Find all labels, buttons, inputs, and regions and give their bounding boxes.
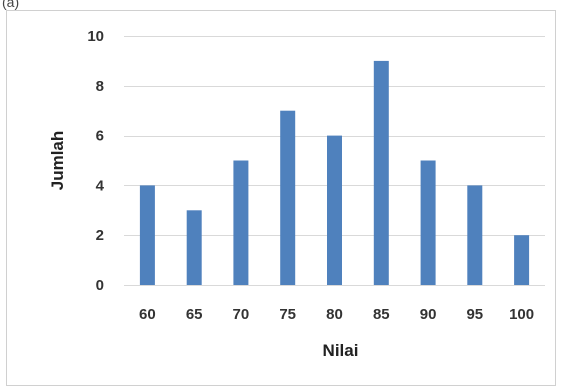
y-axis-title: Jumlah xyxy=(48,131,67,191)
x-tick-labels: 60 65 70 75 80 85 90 95 100 xyxy=(139,306,534,323)
x-tick-label: 65 xyxy=(186,306,203,323)
y-tick-label: 2 xyxy=(96,227,104,244)
x-tick-label: 85 xyxy=(373,306,390,323)
bar-100 xyxy=(514,235,530,285)
bar-90 xyxy=(420,160,436,285)
bars xyxy=(139,60,530,286)
x-tick-label: 80 xyxy=(326,306,343,323)
x-tick-label: 60 xyxy=(139,306,156,323)
bar-95 xyxy=(467,185,483,285)
y-tick-label: 8 xyxy=(96,78,104,95)
bar-70 xyxy=(233,160,249,285)
x-tick-label: 75 xyxy=(279,306,296,323)
y-tick-labels: 0 2 4 6 8 10 xyxy=(87,28,104,294)
y-tick-label: 0 xyxy=(96,277,104,294)
x-tick-label: 95 xyxy=(466,306,483,323)
bar-60 xyxy=(139,185,155,285)
bar-75 xyxy=(280,110,296,285)
bar-65 xyxy=(186,210,202,285)
x-tick-label: 70 xyxy=(233,306,250,323)
bar-80 xyxy=(327,135,342,285)
x-tick-label: 90 xyxy=(420,306,437,323)
y-tick-label: 10 xyxy=(87,28,104,45)
panel-label: (a) xyxy=(2,0,20,10)
y-tick-label: 6 xyxy=(96,128,104,145)
bar-85 xyxy=(373,60,389,286)
x-axis-title: Nilai xyxy=(323,341,359,360)
x-tick-label: 100 xyxy=(509,306,534,323)
y-tick-label: 4 xyxy=(96,177,105,194)
